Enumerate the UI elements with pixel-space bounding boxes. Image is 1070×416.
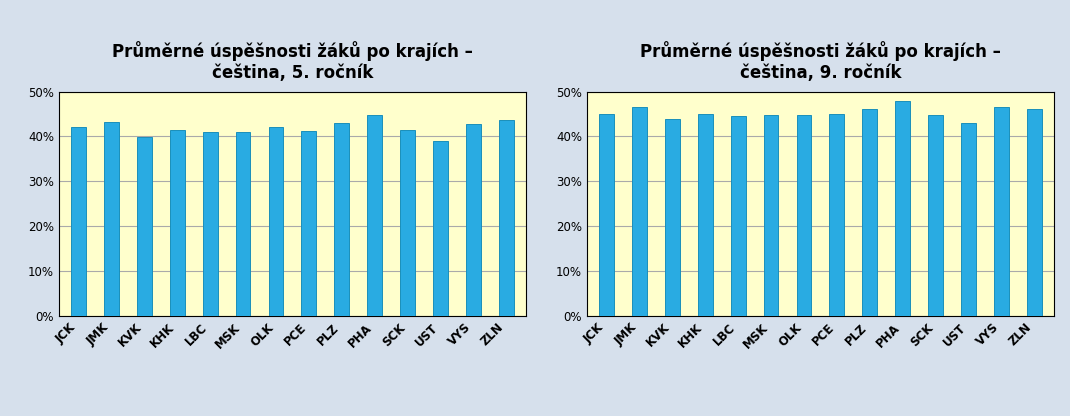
- Bar: [829, 114, 844, 316]
- Bar: [335, 123, 349, 316]
- Bar: [499, 120, 514, 316]
- Bar: [961, 123, 976, 316]
- Bar: [1027, 109, 1041, 316]
- Bar: [203, 132, 217, 316]
- Bar: [862, 109, 877, 316]
- Bar: [235, 132, 250, 316]
- Bar: [698, 114, 713, 316]
- Bar: [764, 115, 778, 316]
- Bar: [72, 127, 86, 316]
- Bar: [302, 131, 317, 316]
- Bar: [433, 141, 448, 316]
- Bar: [599, 114, 614, 316]
- Bar: [269, 127, 284, 316]
- Bar: [664, 119, 679, 316]
- Bar: [170, 130, 185, 316]
- Title: Průměrné úspěšnosti žáků po krajích –
čeština, 5. ročník: Průměrné úspěšnosti žáků po krajích – če…: [112, 41, 473, 82]
- Bar: [796, 115, 811, 316]
- Bar: [632, 107, 646, 316]
- Title: Průměrné úspěšnosti žáků po krajích –
čeština, 9. ročník: Průměrné úspěšnosti žáků po krajích – če…: [640, 41, 1000, 82]
- Bar: [400, 130, 415, 316]
- Bar: [731, 116, 746, 316]
- Bar: [896, 101, 909, 316]
- Bar: [367, 115, 382, 316]
- Bar: [104, 122, 119, 316]
- Bar: [137, 137, 152, 316]
- Bar: [928, 115, 943, 316]
- Bar: [994, 107, 1009, 316]
- Bar: [467, 124, 480, 316]
